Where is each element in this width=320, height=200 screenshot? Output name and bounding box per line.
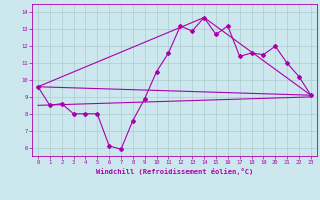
X-axis label: Windchill (Refroidissement éolien,°C): Windchill (Refroidissement éolien,°C) xyxy=(96,168,253,175)
